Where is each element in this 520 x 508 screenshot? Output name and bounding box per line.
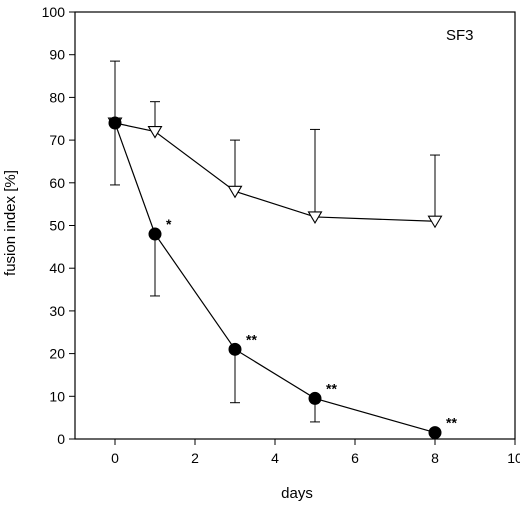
data-point [147,126,163,139]
x-tick-label: 4 [271,450,279,466]
y-tick-label: 40 [49,260,65,276]
significance-label: ** [246,331,257,347]
x-tick-label: 6 [351,450,359,466]
x-axis-label: days [281,485,313,502]
x-tick-label: 2 [191,450,199,466]
y-axis-label: fusion index [%] [2,170,19,276]
y-tick-label: 60 [49,175,65,191]
y-tick-label: 50 [49,218,65,234]
y-tick-label: 100 [42,4,66,20]
data-point [228,342,242,356]
data-point [307,211,323,225]
data-point [227,185,243,199]
data-point [148,227,162,241]
y-tick-label: 0 [57,431,65,447]
series-2: ******* [108,116,457,440]
plot-frame [74,11,516,440]
y-tick-label: 70 [49,132,65,148]
data-point [308,391,322,405]
significance-label: ** [446,415,457,431]
series-line [114,122,436,222]
series-line [114,122,436,434]
series-layer: ******* [107,60,457,440]
panel-label: SF3 [446,27,474,44]
axes: 0 10 20 30 40 50 60 70 80 90 100 0 2 4 6 8 10 [42,4,520,466]
x-tick-label: 8 [431,450,439,466]
y-tick-label: 30 [49,303,65,319]
x-tick-label: 10 [507,450,520,466]
x-tick-label: 0 [111,450,119,466]
y-tick-label: 20 [49,346,65,362]
y-tick-label: 10 [49,388,65,404]
significance-label: ** [326,380,337,396]
y-tick-label: 90 [49,47,65,63]
data-point [427,215,443,229]
data-point [428,426,442,440]
significance-label: * [166,216,172,232]
y-tick-label: 80 [49,89,65,105]
series-1 [107,60,443,229]
data-point [108,116,122,130]
